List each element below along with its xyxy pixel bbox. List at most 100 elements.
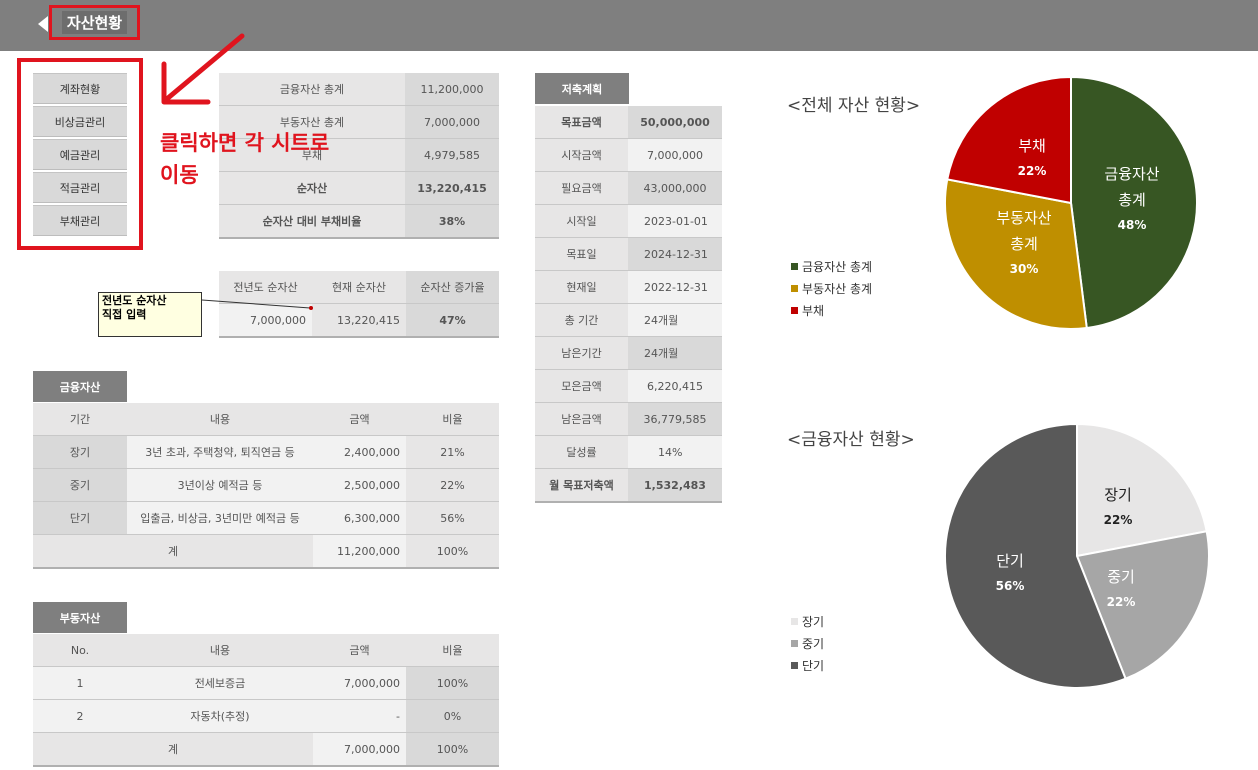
- total-assets-pie-chart: 금융자산 총계 48% 부동자산 총계 30% 부채 22%: [944, 75, 1198, 330]
- table-row: 1 전세보증금 7,000,000 100%: [33, 666, 499, 700]
- summary-value: 11,200,000: [405, 73, 499, 106]
- savings-value: 7,000,000: [628, 138, 722, 172]
- summary-label: 순자산: [219, 171, 405, 205]
- savings-label: 달성률: [535, 435, 628, 469]
- column-header: 기간: [33, 403, 127, 436]
- pie-slice-2: [1075, 530, 1210, 681]
- period-cell: 중기: [33, 468, 127, 502]
- savings-label: 남은금액: [535, 402, 628, 436]
- current-net-asset: 13,220,415: [312, 303, 406, 338]
- pie-slice-value: 22%: [1104, 513, 1133, 527]
- nav-item-account-status[interactable]: 계좌현황: [33, 73, 127, 104]
- total-label: 계: [33, 732, 313, 767]
- amount-cell: 6,300,000: [313, 501, 406, 535]
- legend-entry: 금융자산 총계: [791, 255, 872, 277]
- savings-label: 현재일: [535, 270, 628, 304]
- column-header: 비율: [406, 403, 499, 436]
- ratio-cell: 56%: [406, 501, 499, 535]
- column-header: No.: [33, 634, 127, 667]
- amount-cell: 2,500,000: [313, 468, 406, 502]
- savings-value: 2023-01-01: [628, 204, 722, 238]
- savings-value: 2022-12-31: [628, 270, 722, 304]
- table-row: 월 목표저축액 1,532,483: [535, 468, 722, 503]
- previous-net-asset-input[interactable]: 7,000,000: [219, 303, 312, 338]
- ratio-cell: 0%: [406, 699, 499, 733]
- back-arrow-icon[interactable]: [38, 16, 48, 32]
- table-row: 2 자동차(추정) - 0%: [33, 699, 499, 733]
- total-assets-chart-title: <전체 자산 현황>: [787, 96, 921, 116]
- legend-swatch: [791, 306, 798, 314]
- savings-value: 24개월: [628, 303, 722, 337]
- note-connector: [201, 299, 313, 310]
- summary-table: 금융자산 총계 11,200,000 부동자산 총계 7,000,000 부채 …: [219, 73, 499, 239]
- ratio-cell: 100%: [406, 666, 499, 700]
- table-row: 목표금액 50,000,000: [535, 106, 722, 139]
- column-header: 비율: [406, 634, 499, 667]
- period-cell: 장기: [33, 435, 127, 469]
- table-row[interactable]: 7,000,000 13,220,415 47%: [219, 303, 499, 338]
- legend-label: 부채: [802, 303, 825, 318]
- description-cell: 전세보증금: [127, 666, 313, 700]
- table-row: 남은금액 36,779,585: [535, 402, 722, 436]
- legend-label: 장기: [802, 614, 825, 629]
- pie-slice-label: 단기 56%: [996, 552, 1025, 593]
- savings-value: 1,532,483: [628, 468, 722, 503]
- table-row: 중기 3년이상 예적금 등 2,500,000 22%: [33, 468, 499, 502]
- savings-label: 월 목표저축액: [535, 468, 628, 503]
- legend-swatch: [791, 262, 798, 270]
- table-row: 장기 3년 초과, 주택청약, 퇴직연금 등 2,400,000 21%: [33, 435, 499, 469]
- pie-slice-1: [1076, 422, 1208, 558]
- description-cell: 입출금, 비상금, 3년미만 예적금 등: [127, 501, 313, 535]
- legend-swatch: [791, 661, 798, 669]
- column-header: 금액: [313, 403, 406, 436]
- total-label: 계: [33, 534, 313, 569]
- annotation-text: 클릭하면 각 시트로 이동: [160, 131, 330, 187]
- savings-plan-table: 목표금액 50,000,000 시작금액 7,000,000 필요금액 43,000,00…: [535, 106, 722, 503]
- total-ratio: 100%: [406, 732, 499, 767]
- legend-label: 금융자산 총계: [802, 259, 873, 274]
- table-row: 부채 4,979,585: [219, 138, 499, 172]
- savings-value: 2024-12-31: [628, 237, 722, 271]
- growth-table: 전년도 순자산 현재 순자산 순자산 증가율 7,000,000 13,220,…: [219, 271, 499, 338]
- summary-value: 13,220,415: [405, 171, 499, 205]
- savings-value: 43,000,000: [628, 171, 722, 205]
- ratio-cell: 22%: [406, 468, 499, 502]
- table-row: 계 7,000,000 100%: [33, 732, 499, 767]
- table-row: 시작금액 7,000,000: [535, 138, 722, 172]
- savings-value: 50,000,000: [628, 106, 722, 139]
- summary-value: 38%: [405, 204, 499, 239]
- total-assets-legend: 금융자산 총계 부동자산 총계 부채: [791, 255, 872, 321]
- description-cell: 3년이상 예적금 등: [127, 468, 313, 502]
- table-row: 전년도 순자산 현재 순자산 순자산 증가율: [219, 271, 499, 304]
- nav-item-emergency-fund[interactable]: 비상금관리: [33, 106, 127, 137]
- legend-swatch: [791, 639, 798, 647]
- amount-cell: 7,000,000: [313, 666, 406, 700]
- financial-assets-table: 기간 내용 금액 비율 장기 3년 초과, 주택청약, 퇴직연금 등 2,400…: [33, 403, 499, 569]
- nav-item-debt[interactable]: 부채관리: [33, 205, 127, 236]
- ratio-cell: 21%: [406, 435, 499, 469]
- legend-label: 중기: [802, 636, 825, 651]
- table-row: 모은금액 6,220,415: [535, 369, 722, 403]
- pie-slice-1: [1070, 75, 1198, 330]
- savings-label: 필요금액: [535, 171, 628, 205]
- savings-value: 14%: [628, 435, 722, 469]
- savings-label: 목표일: [535, 237, 628, 271]
- page-title: 자산현황: [61, 11, 128, 34]
- net-asset-growth-rate: 47%: [406, 303, 499, 338]
- savings-label: 모은금액: [535, 369, 628, 403]
- financial-assets-legend: 장기 중기 단기: [791, 610, 824, 676]
- savings-label: 남은기간: [535, 336, 628, 370]
- column-header: 내용: [127, 634, 313, 667]
- nav-item-deposit[interactable]: 예금관리: [33, 139, 127, 170]
- number-cell: 2: [33, 699, 127, 733]
- table-row: 계 11,200,000 100%: [33, 534, 499, 569]
- nav-item-installment-savings[interactable]: 적금관리: [33, 172, 127, 203]
- description-cell: 자동차(추정): [127, 699, 313, 733]
- legend-entry: 부채: [791, 299, 872, 321]
- total-amount: 7,000,000: [313, 732, 406, 767]
- pie-slice-label: 부채 22%: [1018, 137, 1047, 178]
- table-row: 목표일 2024-12-31: [535, 237, 722, 271]
- financial-assets-pie-chart: 장기 22% 중기 22% 단기 56%: [944, 422, 1210, 689]
- pie-slice-label: 금융자산 총계 48%: [1104, 165, 1159, 232]
- summary-value: 4,979,585: [405, 138, 499, 172]
